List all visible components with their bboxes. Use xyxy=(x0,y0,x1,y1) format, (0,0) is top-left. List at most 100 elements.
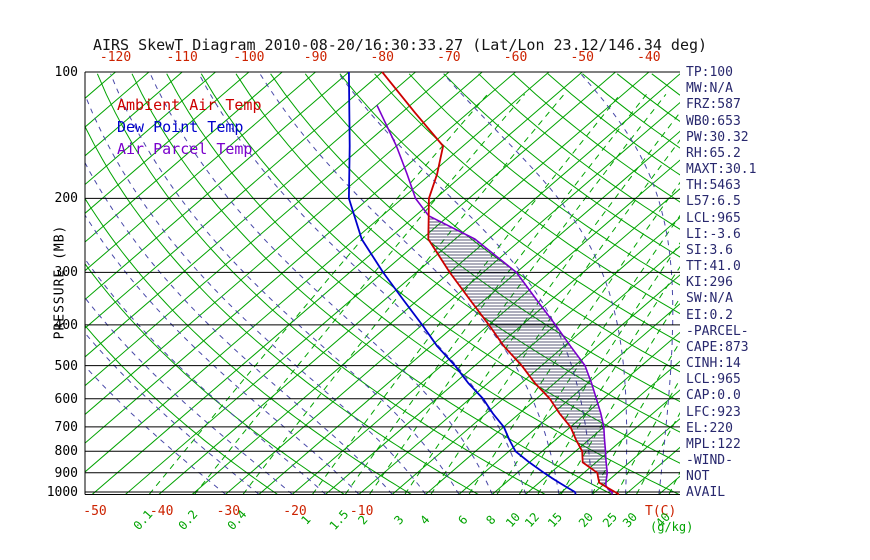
bottom-axis-temp-label: -30 xyxy=(216,504,241,519)
isotherm-line xyxy=(258,130,680,495)
isotherm-line xyxy=(85,71,350,301)
mixing-ratio-line xyxy=(636,411,680,495)
top-axis-temp-label: -80 xyxy=(370,50,394,65)
top-axis-temp-label: -100 xyxy=(233,50,265,65)
moist-adiabat-line xyxy=(338,73,593,495)
dry-adiabat-line xyxy=(270,73,680,403)
stats-line: L57:6.5 xyxy=(686,194,741,210)
dry-adiabat-line xyxy=(374,73,680,315)
stats-line: LCL:965 xyxy=(686,372,741,388)
stats-line: NOT xyxy=(686,469,710,485)
moist-adiabat-line xyxy=(149,73,493,495)
top-axis-temp-label: -110 xyxy=(166,50,198,65)
isotherm-line xyxy=(558,389,680,495)
isotherm-line xyxy=(591,418,680,495)
dry-adiabat-line xyxy=(96,73,546,495)
pressure-tick-label: 300 xyxy=(54,265,78,281)
bottom-axis-temp-label: -20 xyxy=(283,504,307,519)
isotherm-line xyxy=(85,71,250,214)
stats-line: -WIND- xyxy=(686,453,733,469)
isotherms xyxy=(85,71,680,495)
stats-line: CAP:0.0 xyxy=(686,388,741,404)
isotherm-line xyxy=(491,331,680,495)
isotherm-line xyxy=(91,71,583,495)
stats-line: LFC:923 xyxy=(686,404,741,420)
pressure-tick-label: 100 xyxy=(54,65,78,80)
stats-line: MPL:122 xyxy=(686,436,741,452)
isotherm-line xyxy=(158,71,650,495)
dewpoint-curve xyxy=(347,71,577,495)
pressure-tick-label: 200 xyxy=(54,191,78,207)
moist-adiabat-line xyxy=(110,73,460,495)
dry-adiabat-line xyxy=(166,73,680,495)
top-axis-temp-label: -90 xyxy=(303,50,328,65)
mixing-ratio-line xyxy=(369,93,667,495)
legend-item-parcel: Air Parcel Temp xyxy=(117,140,253,158)
temp-axis-unit-label: T(C) xyxy=(645,504,677,519)
dry-adiabat-line xyxy=(85,263,345,495)
stats-line: -PARCEL- xyxy=(686,323,749,339)
top-axis-temp-label: -40 xyxy=(637,50,661,65)
mixing-ratio-line xyxy=(615,378,680,495)
mixing-ratio-line xyxy=(344,93,647,495)
stats-panel: TP:100 MW:N/A FRZ:587 WB0:653 PW:30.32 RH:65.… xyxy=(686,65,756,502)
stats-line: WB0:653 xyxy=(686,113,741,129)
isotherm-line xyxy=(85,71,516,444)
isotherm-line xyxy=(191,73,680,495)
isotherm-line xyxy=(425,274,680,495)
stats-line: MW:N/A xyxy=(686,81,733,97)
bottom-axis-temp-label: -50 xyxy=(83,504,107,519)
cape-hatch-area xyxy=(428,218,608,487)
mixing-ratio-line xyxy=(560,297,680,495)
isotherm-line xyxy=(85,71,416,358)
stats-line: TH:5463 xyxy=(686,178,741,194)
moist-adiabat-line xyxy=(580,73,674,495)
dry-adiabat-line xyxy=(85,125,479,495)
stats-line: RH:65.2 xyxy=(686,145,741,161)
stats-line: KI:296 xyxy=(686,275,733,291)
isotherm-line xyxy=(291,159,680,495)
bottom-axis-temp-label: -10 xyxy=(349,504,374,519)
isotherm-line xyxy=(85,71,550,473)
dry-adiabat-line xyxy=(85,324,278,495)
moist-adiabats xyxy=(85,73,674,495)
stats-line: EI:0.2 xyxy=(686,307,733,323)
legend-item-dewpoint: Dew Point Temp xyxy=(117,118,244,136)
legend-item-ambient: Ambient Air Temp xyxy=(117,96,262,114)
chart-title: AIRS SkewT Diagram 2010-08-20/16:30:33.2… xyxy=(92,36,708,54)
isotherm-line xyxy=(358,216,680,495)
pressure-tick-label: 400 xyxy=(54,317,78,333)
stats-line: CINH:14 xyxy=(686,356,741,372)
isotherm-line xyxy=(85,71,450,387)
pressure-tick-label: 900 xyxy=(54,465,78,481)
stats-line: LI:-3.6 xyxy=(686,226,741,242)
legend: Ambient Air Temp Dew Point Temp Air Parcel… xyxy=(117,94,262,160)
isotherm-line xyxy=(85,71,283,243)
stats-line: FRZ:587 xyxy=(686,97,741,113)
isotherm-line xyxy=(325,188,680,495)
stats-line: TT:41.0 xyxy=(686,259,741,275)
moist-adiabat-line xyxy=(198,73,527,495)
stats-line: PW:30.32 xyxy=(686,129,749,145)
moist-adiabat-line xyxy=(85,214,360,495)
isotherm-line xyxy=(225,101,680,495)
top-axis-temp-label: -70 xyxy=(437,50,461,65)
dry-adiabat-line xyxy=(339,73,680,343)
stats-line: MAXT:30.1 xyxy=(686,162,757,178)
top-axis-temp-label: -120 xyxy=(99,50,132,65)
moist-adiabat-line xyxy=(85,161,393,495)
stats-line: AVAIL xyxy=(686,485,726,501)
dry-adiabat-line xyxy=(651,73,680,96)
dry-adiabat-line xyxy=(408,73,680,286)
moist-adiabat-line xyxy=(85,93,427,495)
isotherm-line xyxy=(125,71,616,495)
stats-line: SI:3.6 xyxy=(686,242,733,258)
mixing-ratio-line xyxy=(148,93,488,495)
stats-line: CAPE:873 xyxy=(686,339,749,355)
dry-adiabat-line xyxy=(443,73,680,258)
pressure-tick-label: 500 xyxy=(54,358,78,374)
dry-adiabat-line xyxy=(131,73,613,495)
parcel-curve xyxy=(376,104,614,495)
